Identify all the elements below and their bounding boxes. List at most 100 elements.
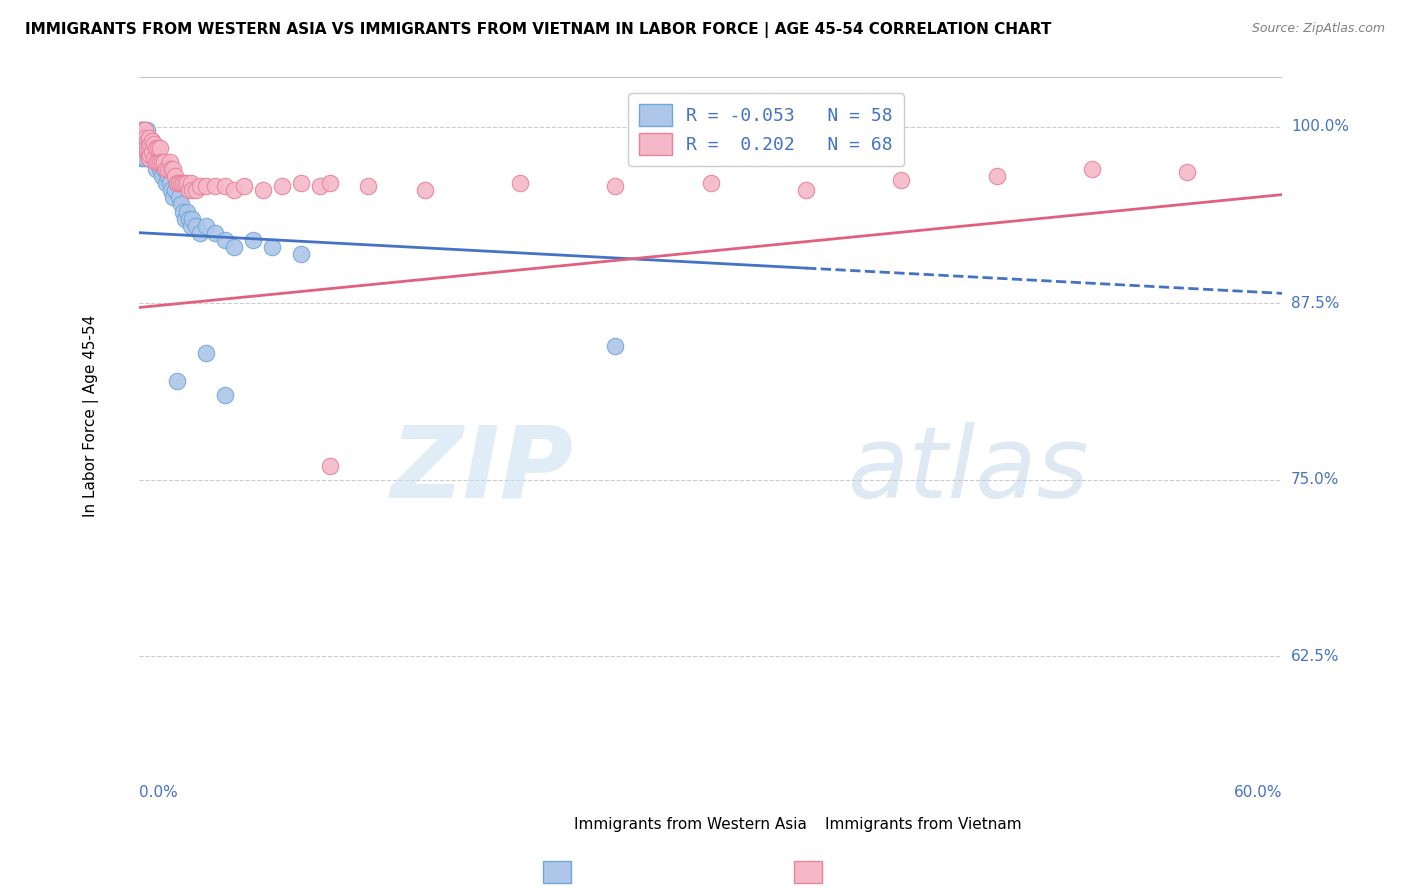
Point: [186, 183, 208, 197]
Text: 87.5%: 87.5%: [1291, 296, 1339, 310]
Point: [242, 233, 264, 247]
Point: [166, 176, 188, 190]
Point: [132, 131, 155, 145]
Point: [132, 141, 155, 155]
Point: [177, 183, 200, 197]
Point: [143, 151, 166, 165]
Point: [165, 183, 187, 197]
Point: [173, 211, 195, 226]
Point: [138, 131, 160, 145]
Point: [1081, 162, 1104, 177]
Point: [194, 219, 217, 233]
Point: [134, 141, 156, 155]
Point: [262, 240, 284, 254]
Point: [129, 141, 152, 155]
Point: [170, 176, 193, 190]
Point: [134, 131, 156, 145]
Point: [149, 155, 172, 169]
Point: [145, 141, 167, 155]
Point: [149, 141, 172, 155]
Point: [167, 176, 190, 190]
Point: [180, 219, 202, 233]
Point: [290, 247, 312, 261]
Point: [138, 141, 160, 155]
Point: [165, 169, 187, 184]
Point: [160, 183, 183, 197]
Point: [162, 190, 184, 204]
Point: [232, 179, 254, 194]
Point: [150, 169, 173, 184]
Point: [180, 176, 202, 190]
Point: [143, 141, 166, 155]
Point: [145, 148, 167, 162]
Point: [132, 151, 155, 165]
Point: [141, 134, 163, 148]
Point: [134, 141, 156, 155]
Point: [129, 131, 152, 145]
Point: [134, 151, 156, 165]
Point: [204, 179, 226, 194]
Point: [271, 179, 294, 194]
Text: 60.0%: 60.0%: [1234, 786, 1282, 800]
Legend: R = -0.053   N = 58, R =  0.202   N = 68: R = -0.053 N = 58, R = 0.202 N = 68: [628, 94, 904, 166]
Point: [159, 176, 181, 190]
Text: 0.0%: 0.0%: [139, 786, 177, 800]
Point: [155, 162, 177, 177]
Point: [138, 151, 160, 165]
Point: [146, 155, 169, 169]
Point: [413, 183, 436, 197]
Point: [214, 233, 236, 247]
Point: [794, 183, 817, 197]
Point: [188, 179, 211, 194]
Point: [194, 179, 217, 194]
Point: [145, 162, 167, 177]
Point: [134, 131, 156, 145]
Point: [177, 211, 200, 226]
Point: [146, 155, 169, 169]
Point: [129, 134, 152, 148]
Text: Source: ZipAtlas.com: Source: ZipAtlas.com: [1251, 22, 1385, 36]
Text: Immigrants from Western Asia: Immigrants from Western Asia: [574, 817, 807, 832]
Point: [132, 134, 155, 148]
Point: [172, 176, 194, 190]
Text: 62.5%: 62.5%: [1291, 648, 1340, 664]
Point: [135, 141, 157, 155]
Point: [141, 145, 163, 160]
Point: [135, 134, 157, 148]
Point: [170, 197, 193, 211]
Point: [139, 141, 162, 155]
Point: [605, 179, 627, 194]
Point: [143, 136, 166, 151]
Text: 100.0%: 100.0%: [1291, 120, 1348, 135]
Point: [156, 169, 179, 184]
Point: [357, 179, 380, 194]
Point: [224, 183, 246, 197]
Point: [176, 176, 198, 190]
Point: [132, 122, 155, 136]
Point: [150, 155, 173, 169]
Text: IMMIGRANTS FROM WESTERN ASIA VS IMMIGRANTS FROM VIETNAM IN LABOR FORCE | AGE 45-: IMMIGRANTS FROM WESTERN ASIA VS IMMIGRAN…: [25, 22, 1052, 38]
Point: [204, 226, 226, 240]
Point: [129, 141, 152, 155]
Point: [162, 162, 184, 177]
Point: [135, 141, 157, 155]
Point: [138, 134, 160, 148]
Point: [143, 155, 166, 169]
Point: [149, 162, 172, 177]
Point: [129, 151, 152, 165]
Point: [181, 183, 204, 197]
Point: [155, 162, 177, 177]
Point: [145, 155, 167, 169]
Point: [129, 122, 152, 136]
Point: [139, 136, 162, 151]
Point: [166, 374, 188, 388]
Point: [188, 226, 211, 240]
Point: [155, 176, 177, 190]
Point: [890, 173, 912, 187]
Point: [135, 122, 157, 136]
Point: [134, 122, 156, 136]
Point: [214, 179, 236, 194]
Point: [173, 176, 195, 190]
Point: [1175, 165, 1198, 179]
Point: [153, 155, 176, 169]
